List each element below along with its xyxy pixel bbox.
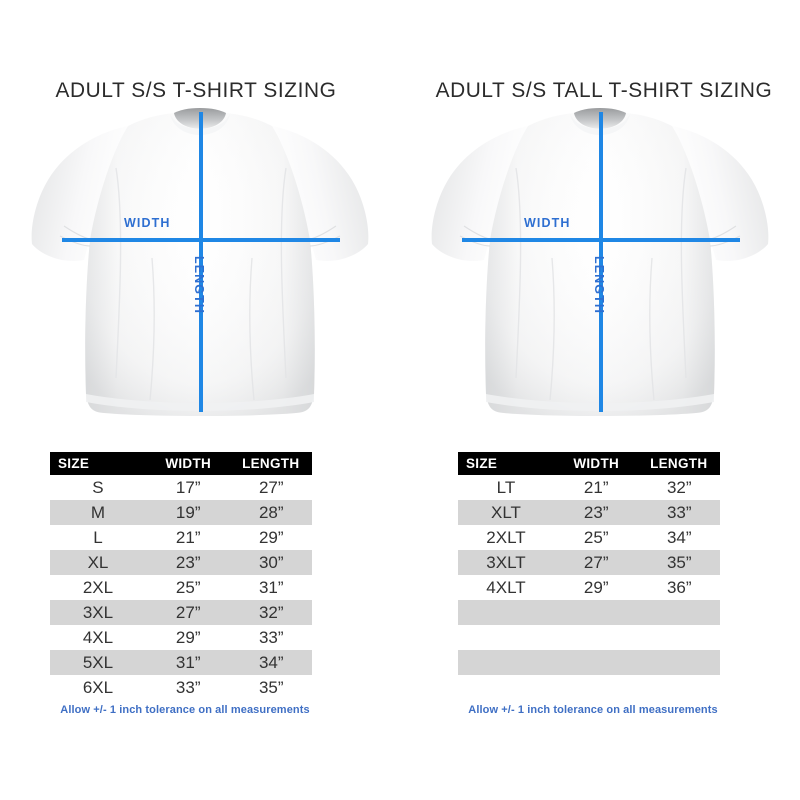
cell-length: 32”: [637, 475, 720, 500]
tolerance-note-right: Allow +/- 1 inch tolerance on all measur…: [468, 704, 718, 716]
tshirt-photo: [420, 108, 780, 448]
tshirt-photo: [20, 108, 380, 448]
cell-width: 29”: [554, 575, 639, 600]
cell-length: 31”: [229, 575, 312, 600]
cell-length: [637, 675, 720, 700]
cell-length: 33”: [229, 625, 312, 650]
cell-length: 27”: [229, 475, 312, 500]
cell-size: 5XL: [50, 650, 148, 675]
cell-size: [458, 625, 556, 650]
cell-width: 21”: [146, 525, 231, 550]
column-header-size: SIZE: [458, 452, 555, 475]
table-row: 4XLT 29” 36”: [458, 575, 720, 600]
cell-length: 36”: [637, 575, 720, 600]
cell-width: [554, 650, 639, 675]
table-row-empty: [458, 675, 720, 700]
cell-width: 23”: [146, 550, 231, 575]
size-table-left: SIZE WIDTH LENGTH S 17” 27” M 19” 28”: [50, 452, 312, 700]
cell-width: [554, 600, 639, 625]
tolerance-note-left: Allow +/- 1 inch tolerance on all measur…: [60, 704, 310, 716]
cell-length: 35”: [229, 675, 312, 700]
cell-width: 29”: [146, 625, 231, 650]
table-row: S 17” 27”: [50, 475, 312, 500]
size-table-left-wrap: SIZE WIDTH LENGTH S 17” 27” M 19” 28”: [50, 452, 312, 700]
cell-size: XLT: [458, 500, 556, 525]
table-header-row: SIZE WIDTH LENGTH: [458, 452, 720, 475]
column-header-width: WIDTH: [554, 452, 638, 475]
table-row: 5XL 31” 34”: [50, 650, 312, 675]
cell-length: 29”: [229, 525, 312, 550]
cell-width: 19”: [146, 500, 231, 525]
cell-size: [458, 675, 556, 700]
page-title-right: ADULT S/S TALL T-SHIRT SIZING: [435, 78, 773, 102]
cell-width: 25”: [554, 525, 639, 550]
table-row: L 21” 29”: [50, 525, 312, 550]
cell-size: M: [50, 500, 148, 525]
size-table-right: SIZE WIDTH LENGTH LT 21” 32” XLT 23” 33”: [458, 452, 720, 700]
page-title-left: ADULT S/S T-SHIRT SIZING: [55, 78, 337, 102]
table-row-empty: [458, 625, 720, 650]
cell-length: 30”: [229, 550, 312, 575]
cell-size: [458, 600, 556, 625]
cell-width: 27”: [554, 550, 639, 575]
cell-length: 35”: [637, 550, 720, 575]
cell-length: [637, 600, 720, 625]
cell-length: 33”: [637, 500, 720, 525]
table-row: XLT 23” 33”: [458, 500, 720, 525]
table-header-row: SIZE WIDTH LENGTH: [50, 452, 312, 475]
cell-size: [458, 650, 556, 675]
table-row-empty: [458, 600, 720, 625]
cell-length: 28”: [229, 500, 312, 525]
table-row: LT 21” 32”: [458, 475, 720, 500]
cell-length: [637, 625, 720, 650]
cell-width: 27”: [146, 600, 231, 625]
cell-length: 32”: [229, 600, 312, 625]
cell-size: 3XLT: [458, 550, 556, 575]
table-row: 6XL 33” 35”: [50, 675, 312, 700]
cell-size: 6XL: [50, 675, 148, 700]
cell-width: 25”: [146, 575, 231, 600]
tshirt-graphic-right: WIDTH LENGTH: [420, 108, 780, 448]
cell-size: 2XL: [50, 575, 148, 600]
cell-width: [554, 625, 639, 650]
cell-width: 17”: [146, 475, 231, 500]
cell-size: S: [50, 475, 148, 500]
column-header-length: LENGTH: [229, 452, 312, 475]
table-row: M 19” 28”: [50, 500, 312, 525]
table-row: 3XLT 27” 35”: [458, 550, 720, 575]
cell-width: 33”: [146, 675, 231, 700]
column-header-length: LENGTH: [637, 452, 720, 475]
cell-size: 4XL: [50, 625, 148, 650]
cell-size: 4XLT: [458, 575, 556, 600]
column-header-width: WIDTH: [146, 452, 230, 475]
cell-width: 23”: [554, 500, 639, 525]
table-row-empty: [458, 650, 720, 675]
tshirt-graphic-left: WIDTH LENGTH: [20, 108, 380, 448]
panel-adult-ss: ADULT S/S T-SHIRT SIZING: [20, 78, 380, 716]
table-row: XL 23” 30”: [50, 550, 312, 575]
table-row: 3XL 27” 32”: [50, 600, 312, 625]
size-table-right-wrap: SIZE WIDTH LENGTH LT 21” 32” XLT 23” 33”: [458, 452, 720, 700]
cell-size: XL: [50, 550, 148, 575]
table-row: 2XL 25” 31”: [50, 575, 312, 600]
cell-length: [637, 650, 720, 675]
cell-size: L: [50, 525, 148, 550]
panel-adult-ss-tall: ADULT S/S TALL T-SHIRT SIZING: [400, 0, 800, 800]
cell-width: 21”: [554, 475, 639, 500]
column-header-size: SIZE: [50, 452, 147, 475]
table-row: 4XL 29” 33”: [50, 625, 312, 650]
table-row: 2XLT 25” 34”: [458, 525, 720, 550]
cell-size: LT: [458, 475, 556, 500]
cell-size: 2XLT: [458, 525, 556, 550]
cell-width: 31”: [146, 650, 231, 675]
cell-length: 34”: [637, 525, 720, 550]
cell-length: 34”: [229, 650, 312, 675]
cell-width: [554, 675, 639, 700]
cell-size: 3XL: [50, 600, 148, 625]
